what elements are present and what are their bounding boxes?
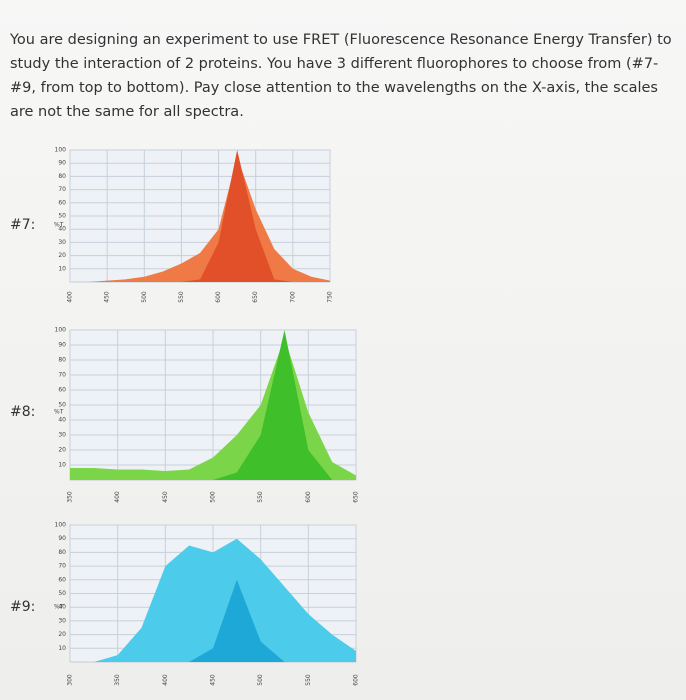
- y-tick-label: 20: [58, 447, 66, 454]
- y-tick-label: 60: [58, 199, 66, 206]
- x-tick-label: 600: [353, 674, 360, 686]
- question: You are designing an experiment to use F…: [10, 28, 672, 124]
- x-tick-label: 550: [305, 674, 312, 686]
- y-tick-label: 30: [58, 239, 66, 246]
- x-tick-label: 400: [162, 674, 169, 686]
- y-tick-label: 70: [58, 563, 66, 570]
- y-axis-label: %T: [54, 222, 64, 229]
- y-tick-label: 70: [58, 372, 66, 379]
- x-tick-label: 450: [104, 291, 111, 303]
- y-tick-label: 50: [58, 213, 66, 220]
- x-tick-label: 650: [353, 491, 360, 503]
- y-tick-label: 100: [55, 327, 67, 334]
- question-line: #9, from top to bottom). Pay close atten…: [10, 80, 658, 96]
- y-tick-label: 40: [58, 417, 66, 424]
- y-tick-label: 70: [58, 186, 66, 193]
- y-tick-label: 30: [58, 432, 66, 439]
- fluorophore-label: #8:: [10, 404, 35, 420]
- y-tick-label: 80: [58, 173, 66, 180]
- y-tick-label: 100: [55, 147, 67, 154]
- x-tick-label: 700: [289, 291, 296, 303]
- y-tick-label: 60: [58, 387, 66, 394]
- x-tick-label: 400: [114, 491, 121, 503]
- x-tick-label: 750: [327, 291, 334, 303]
- y-tick-label: 100: [55, 522, 67, 529]
- x-tick-label: 450: [210, 674, 217, 686]
- y-tick-label: 80: [58, 357, 66, 364]
- fluorophore-label: #7:: [10, 217, 35, 233]
- x-tick-label: 550: [257, 491, 264, 503]
- y-tick-label: 10: [58, 645, 66, 652]
- x-tick-label: 500: [210, 491, 217, 503]
- y-tick-label: 90: [58, 535, 66, 542]
- y-tick-label: 40: [58, 604, 66, 611]
- x-tick-label: 500: [257, 674, 264, 686]
- x-tick-label: 600: [305, 491, 312, 503]
- fluorophore-label: #9:: [10, 599, 35, 615]
- x-tick-label: 450: [162, 491, 169, 503]
- y-tick-label: 20: [58, 631, 66, 638]
- x-tick-label: 650: [252, 291, 259, 303]
- y-tick-label: 90: [58, 160, 66, 167]
- x-tick-label: 500: [141, 291, 148, 303]
- spectrum-area: [70, 156, 330, 282]
- x-tick-label: 550: [178, 291, 185, 303]
- x-tick-label: 350: [67, 491, 74, 503]
- y-tick-label: 80: [58, 549, 66, 556]
- y-tick-label: 30: [58, 617, 66, 624]
- y-axis-label: %T: [54, 409, 64, 416]
- y-tick-label: 50: [58, 402, 66, 409]
- question-line: You are designing an experiment to use F…: [10, 32, 672, 48]
- y-tick-label: 60: [58, 576, 66, 583]
- spectrum-area: [70, 538, 356, 662]
- spectrum-area: [70, 330, 356, 480]
- x-tick-label: 350: [114, 674, 121, 686]
- y-tick-label: 20: [58, 252, 66, 259]
- question-line: study the interaction of 2 proteins. You…: [10, 56, 659, 72]
- x-tick-label: 600: [215, 291, 222, 303]
- y-tick-label: 40: [58, 226, 66, 233]
- y-tick-label: 10: [58, 265, 66, 272]
- x-tick-label: 400: [67, 291, 74, 303]
- y-tick-label: 90: [58, 342, 66, 349]
- y-axis-label: %T: [54, 604, 64, 611]
- question-line: are not the same for all spectra.: [10, 104, 244, 120]
- y-tick-label: 50: [58, 590, 66, 597]
- x-tick-label: 300: [67, 674, 74, 686]
- y-tick-label: 10: [58, 462, 66, 469]
